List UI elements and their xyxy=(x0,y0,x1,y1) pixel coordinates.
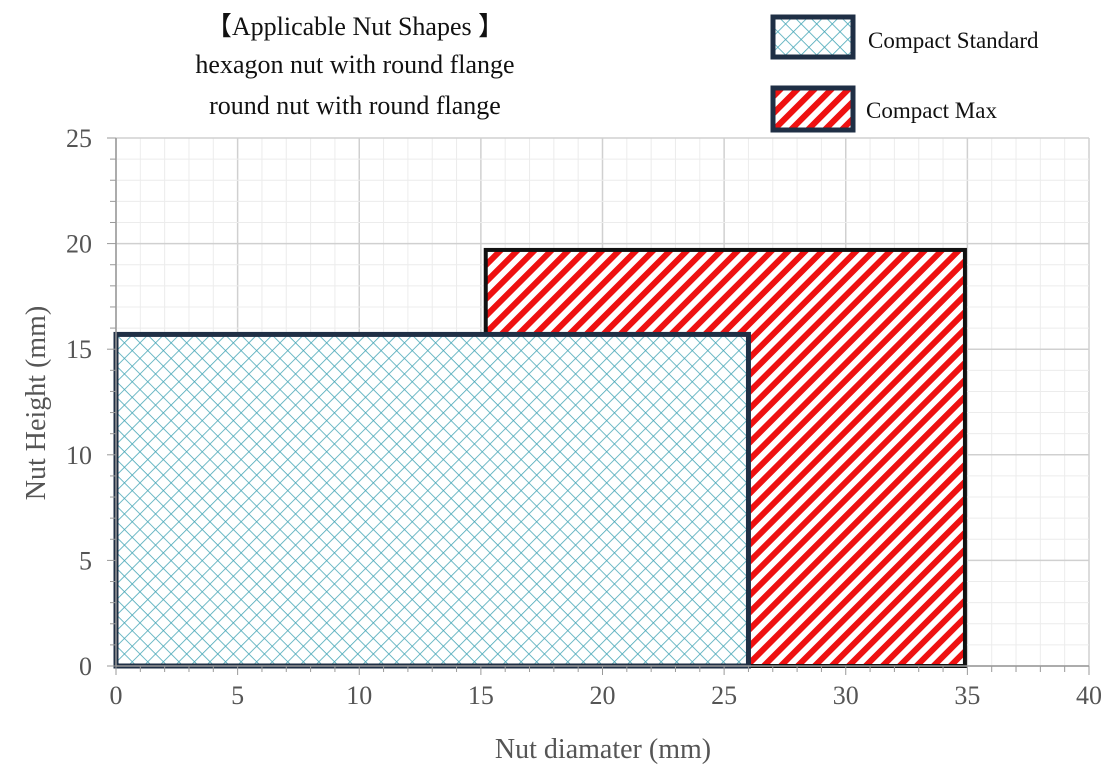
x-tick-label: 0 xyxy=(110,681,123,710)
axes xyxy=(107,137,1090,675)
y-tick-label: 20 xyxy=(66,230,92,259)
legend-label-compact-max: Compact Max xyxy=(866,98,997,123)
region-compact-standard xyxy=(113,331,751,669)
y-tick-label: 0 xyxy=(79,652,92,681)
data-regions xyxy=(113,247,967,669)
chart-title-line-1: 【Applicable Nut Shapes 】 xyxy=(205,12,505,41)
y-tick-label: 5 xyxy=(79,546,92,575)
tick-labels: 0 5 10 15 20 25 30 35 40 0 5 10 15 20 25 xyxy=(66,124,1102,710)
legend-swatch-compact-max xyxy=(770,85,856,133)
x-tick-label: 15 xyxy=(468,681,494,710)
x-tick-label: 10 xyxy=(346,681,372,710)
y-axis-label: Nut Height (mm) xyxy=(21,306,52,500)
x-tick-label: 40 xyxy=(1076,681,1102,710)
legend-label-compact-standard: Compact Standard xyxy=(868,28,1039,53)
x-tick-label: 30 xyxy=(833,681,859,710)
x-tick-label: 20 xyxy=(590,681,616,710)
y-tick-label: 25 xyxy=(66,124,92,153)
x-tick-label: 35 xyxy=(954,681,980,710)
chart-title-line-3: round nut with round flange xyxy=(209,91,501,120)
x-tick-label: 5 xyxy=(231,681,244,710)
chart-title-line-2: hexagon nut with round flange xyxy=(195,50,515,79)
y-tick-label: 10 xyxy=(66,441,92,470)
x-tick-label: 25 xyxy=(711,681,737,710)
x-axis-label: Nut diamater (mm) xyxy=(495,734,711,765)
legend-swatch-compact-standard xyxy=(770,14,856,60)
y-tick-label: 15 xyxy=(66,335,92,364)
